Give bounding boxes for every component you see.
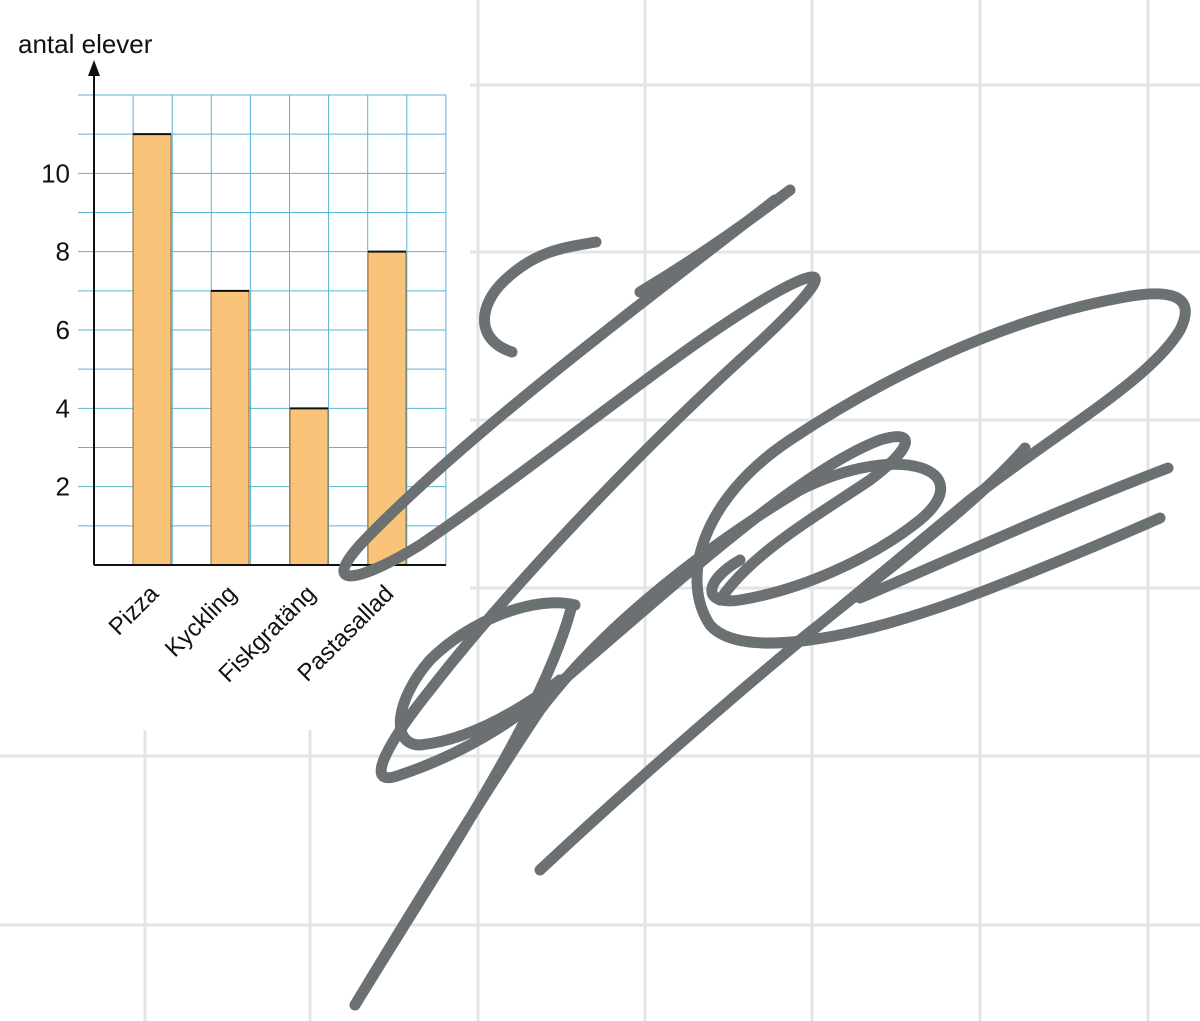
y-tick-label: 6	[56, 315, 70, 345]
y-tick-label: 4	[56, 393, 70, 423]
bar-pastasallad	[367, 251, 407, 566]
y-tick-labels: 2 4 6 8 10	[41, 158, 70, 501]
y-tick-label: 10	[41, 158, 70, 188]
bar-pizza	[132, 133, 172, 566]
y-axis-label: antal elever	[18, 29, 153, 59]
y-tick-label: 8	[56, 237, 70, 267]
bar-kyckling	[210, 290, 250, 566]
y-axis-arrow	[88, 60, 100, 76]
y-tick-label: 2	[56, 472, 70, 502]
bar-fiskgratäng	[289, 407, 329, 566]
